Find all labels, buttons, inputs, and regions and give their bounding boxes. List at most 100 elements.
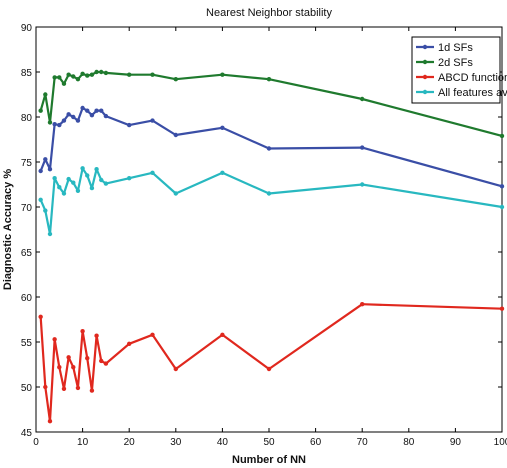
data-point <box>150 118 155 123</box>
y-tick-label: 80 <box>21 113 33 124</box>
series-3 <box>38 166 505 237</box>
series-line <box>39 106 503 188</box>
data-point <box>47 120 53 125</box>
data-point <box>66 112 71 117</box>
data-point <box>75 188 81 193</box>
legend: 1d SFs 2d SFs ABCD functions All features a… <box>411 36 507 104</box>
data-point <box>47 167 53 172</box>
data-point <box>85 73 90 78</box>
data-point <box>43 92 48 97</box>
data-point <box>61 118 67 123</box>
data-point <box>80 71 85 77</box>
data-point <box>360 96 365 102</box>
y-axis-label: Diagnostic Accuracy % <box>2 169 14 290</box>
data-point <box>220 125 225 130</box>
y-tick-label: 75 <box>21 158 33 169</box>
data-point <box>80 329 85 334</box>
data-point <box>61 191 67 196</box>
y-tick-label: 60 <box>21 293 33 304</box>
data-point <box>150 72 155 77</box>
data-point <box>43 208 48 213</box>
data-point <box>150 170 155 175</box>
y-tick-label: 65 <box>21 248 33 259</box>
data-point <box>71 114 76 120</box>
series-line <box>39 303 503 423</box>
x-tick-label: 80 <box>403 437 415 448</box>
y-tick-label: 50 <box>21 383 33 394</box>
data-point <box>89 113 95 118</box>
data-point <box>66 355 71 360</box>
x-tick-label: 0 <box>33 437 39 448</box>
data-point <box>89 185 95 191</box>
data-point <box>103 361 109 366</box>
data-point <box>61 81 67 86</box>
data-point <box>57 365 62 370</box>
data-point <box>127 341 132 346</box>
data-point <box>85 356 90 361</box>
data-point <box>38 314 43 319</box>
data-point <box>57 122 62 128</box>
data-point <box>75 77 81 82</box>
data-point <box>103 70 109 76</box>
series-layer <box>38 69 505 424</box>
data-point <box>173 366 178 372</box>
data-point <box>66 72 71 77</box>
data-point <box>66 176 71 182</box>
data-point <box>61 386 67 391</box>
data-point <box>220 72 225 77</box>
y-tick-label: 45 <box>21 428 33 439</box>
legend-label: All features avg. <box>438 87 507 99</box>
data-point <box>99 108 104 113</box>
x-tick-label: 90 <box>450 437 462 448</box>
series-1 <box>38 69 505 139</box>
data-point <box>71 74 76 79</box>
data-point <box>85 108 90 113</box>
data-point <box>94 167 99 172</box>
data-point <box>173 77 178 82</box>
legend-label: 1d SFs <box>438 42 473 54</box>
x-tick-label: 10 <box>77 437 89 448</box>
data-point <box>99 358 104 364</box>
legend-label: 2d SFs <box>438 57 473 69</box>
y-tick-label: 90 <box>21 23 33 34</box>
x-tick-label: 30 <box>170 437 182 448</box>
data-point <box>127 122 132 128</box>
data-point <box>71 180 76 185</box>
data-point <box>52 122 57 127</box>
data-point <box>38 197 43 202</box>
data-point <box>266 146 272 151</box>
data-point <box>173 132 178 138</box>
data-point <box>75 118 81 123</box>
data-point <box>57 185 62 190</box>
data-point <box>499 184 505 189</box>
data-point <box>52 176 57 181</box>
legend-marker <box>422 89 428 95</box>
data-point <box>52 337 57 342</box>
y-tick-label: 70 <box>21 203 33 214</box>
series-2 <box>38 302 505 424</box>
legend-label: ABCD functions <box>438 72 507 84</box>
data-point <box>38 168 43 174</box>
data-point <box>89 388 95 393</box>
x-tick-label: 20 <box>124 437 136 448</box>
data-point <box>94 69 99 75</box>
y-tick-label: 55 <box>21 338 33 349</box>
data-point <box>43 384 48 390</box>
data-point <box>220 332 225 337</box>
data-point <box>85 173 90 178</box>
data-point <box>71 365 76 370</box>
data-point <box>266 366 272 372</box>
data-point <box>127 176 132 181</box>
data-point <box>499 133 505 139</box>
data-point <box>127 72 132 77</box>
chart-title: Nearest Neighbor stability <box>206 7 332 19</box>
x-tick-label: 100 <box>494 437 507 448</box>
data-point <box>75 385 81 391</box>
data-point <box>266 191 272 196</box>
data-point <box>360 302 365 307</box>
x-tick-label: 70 <box>357 437 369 448</box>
data-point <box>266 77 272 82</box>
data-point <box>52 75 57 80</box>
data-point <box>150 332 155 337</box>
data-point <box>89 72 95 77</box>
